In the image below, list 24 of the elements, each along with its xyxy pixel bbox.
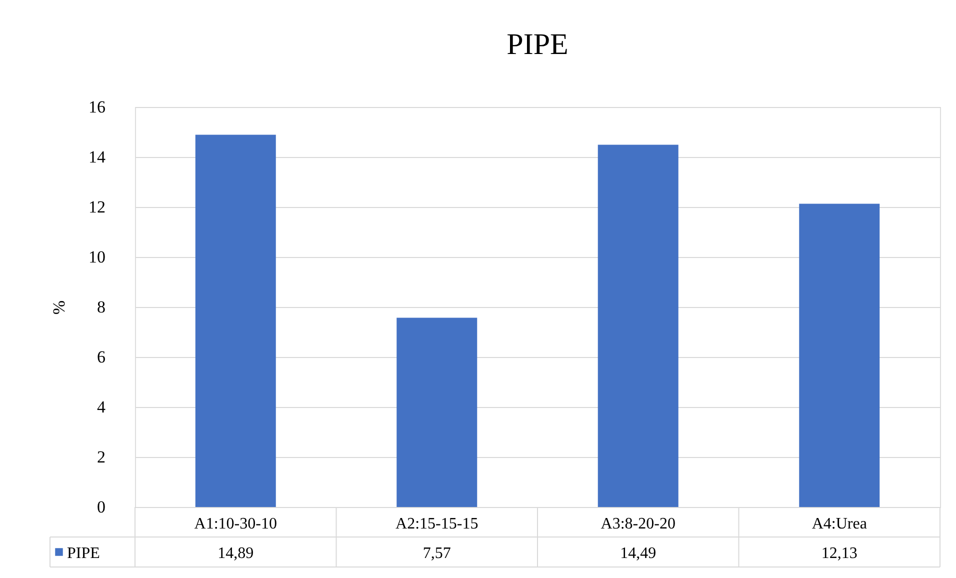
y-tick-label: 8: [97, 298, 106, 316]
y-tick-label: 6: [97, 348, 106, 366]
data-label: 7,57: [422, 545, 451, 562]
bar: [195, 134, 276, 507]
bar: [396, 318, 478, 507]
bar: [598, 144, 678, 507]
x-tick-label: A4:Urea: [812, 516, 867, 532]
y-axis-title: %: [50, 300, 68, 315]
y-tick-label: 0: [97, 498, 106, 516]
y-tick-label: 16: [88, 98, 106, 116]
y-tick-label: 10: [88, 248, 106, 266]
chart-title: PIPE: [506, 28, 568, 61]
bar: [799, 204, 880, 507]
y-tick-label: 12: [88, 198, 106, 216]
data-label: 14,49: [620, 545, 656, 562]
y-tick-label: 14: [88, 148, 106, 166]
x-tick-label: A1:10-30-10: [194, 516, 277, 532]
y-tick-label: 2: [97, 448, 106, 466]
legend-label: PIPE: [67, 545, 100, 562]
data-label: 12,13: [821, 545, 858, 562]
data-label: 14,89: [218, 545, 254, 562]
x-tick-label: A2:15-15-15: [396, 516, 478, 532]
x-tick-label: A3:8-20-20: [600, 516, 676, 532]
y-tick-label: 4: [97, 398, 106, 416]
